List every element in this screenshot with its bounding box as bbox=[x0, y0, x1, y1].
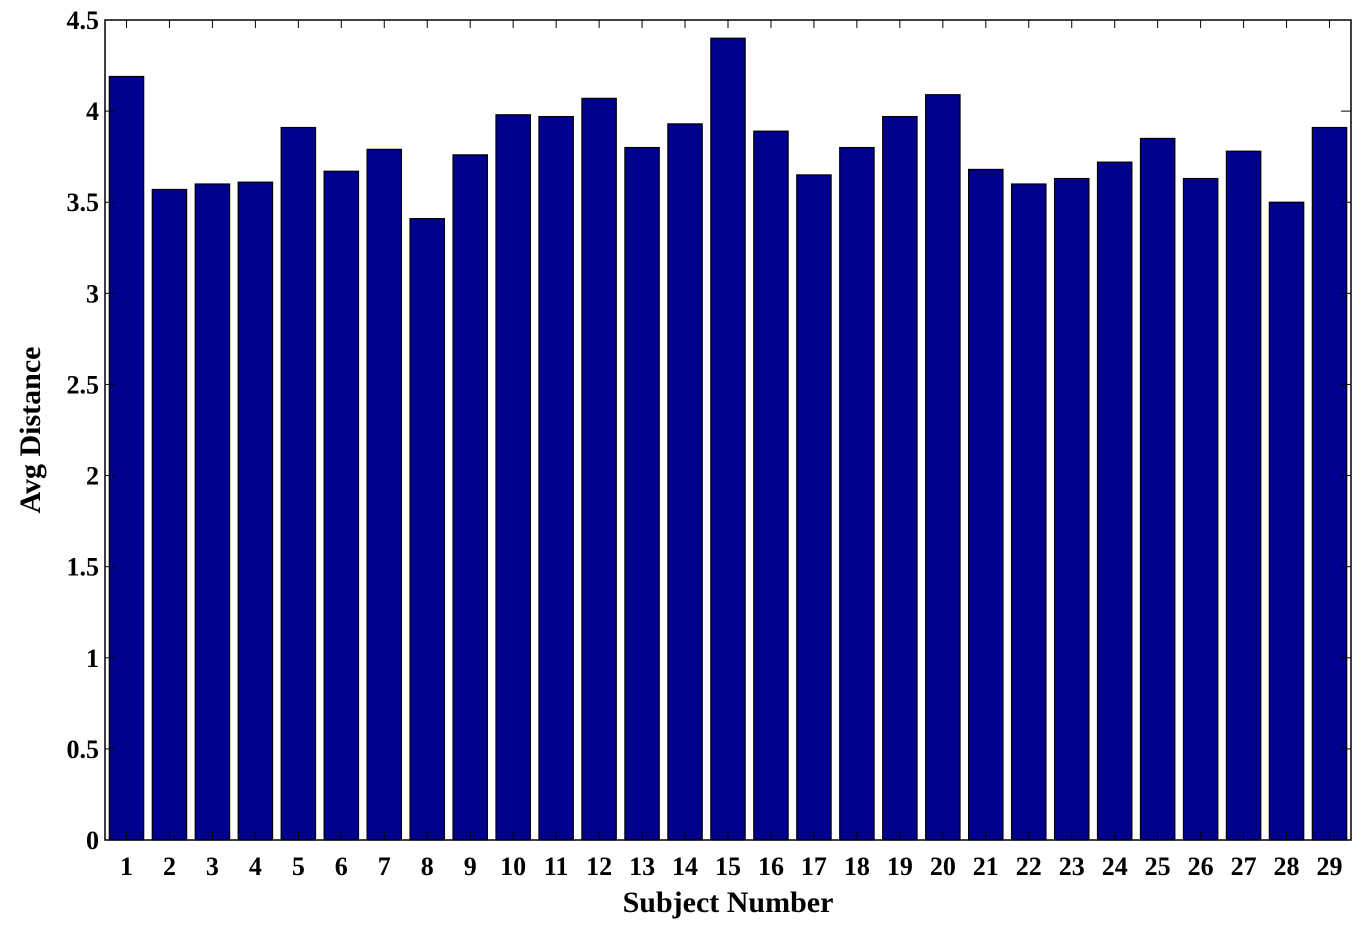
y-tick-label: 1 bbox=[86, 644, 99, 673]
x-tick-label: 7 bbox=[378, 852, 391, 881]
bar-subject-3 bbox=[194, 183, 231, 841]
bar-subject-19 bbox=[882, 115, 918, 841]
bar-subject-27 bbox=[1225, 150, 1262, 841]
x-tick-label: 25 bbox=[1145, 852, 1171, 881]
x-axis-title: Subject Number bbox=[623, 886, 834, 919]
bar-subject-26 bbox=[1182, 177, 1219, 841]
x-tick-label: 27 bbox=[1231, 852, 1257, 881]
bar-subject-24 bbox=[1096, 161, 1133, 841]
bar-subject-8 bbox=[409, 218, 446, 841]
bar-subject-21 bbox=[968, 168, 1004, 841]
y-tick-label: 2.5 bbox=[67, 370, 100, 399]
bar-subject-14 bbox=[667, 123, 703, 841]
x-tick-label: 17 bbox=[801, 852, 827, 881]
y-tick-label: 4.5 bbox=[67, 6, 100, 35]
x-tick-label: 6 bbox=[335, 852, 348, 881]
x-tick-label: 1 bbox=[120, 852, 133, 881]
bar-subject-23 bbox=[1053, 177, 1090, 841]
x-tick-label: 21 bbox=[973, 852, 999, 881]
y-tick-label: 3 bbox=[86, 279, 99, 308]
bar-subject-13 bbox=[624, 146, 660, 841]
y-tick-label: 1.5 bbox=[67, 553, 100, 582]
x-tick-label: 10 bbox=[500, 852, 526, 881]
y-tick-label: 4 bbox=[86, 97, 99, 126]
bar-subject-17 bbox=[796, 174, 832, 841]
x-tick-label: 5 bbox=[292, 852, 305, 881]
x-axis-ticks: 1 2 3 4 5 6 7 8 9 10 11 12 13 14 15 16 17 18 19 20 21 22 23 24 2… bbox=[120, 20, 1343, 881]
x-tick-label: 11 bbox=[544, 852, 569, 881]
x-tick-label: 4 bbox=[249, 852, 262, 881]
y-axis-ticks: 0 0.5 1 1.5 2 2.5 3 3.5 4 4.5 bbox=[67, 6, 1351, 855]
x-tick-label: 14 bbox=[672, 852, 698, 881]
y-tick-label: 2 bbox=[86, 462, 99, 491]
bars-group bbox=[108, 37, 1348, 841]
bar-subject-16 bbox=[753, 130, 789, 841]
x-tick-label: 19 bbox=[887, 852, 913, 881]
bar-subject-29 bbox=[1311, 126, 1348, 841]
x-tick-label: 28 bbox=[1274, 852, 1300, 881]
bar-subject-5 bbox=[280, 126, 317, 841]
bar-subject-12 bbox=[581, 97, 617, 841]
y-tick-label: 0.5 bbox=[67, 735, 100, 764]
bar-subject-25 bbox=[1139, 137, 1176, 841]
bar-subject-1 bbox=[108, 75, 145, 841]
x-tick-label: 23 bbox=[1059, 852, 1085, 881]
x-tick-label: 20 bbox=[930, 852, 956, 881]
plot-area-frame bbox=[104, 19, 1352, 841]
x-tick-label: 9 bbox=[464, 852, 477, 881]
y-tick-label: 3.5 bbox=[67, 188, 100, 217]
bar-subject-20 bbox=[925, 94, 961, 841]
bar-subject-9 bbox=[452, 154, 488, 841]
x-tick-label: 3 bbox=[206, 852, 219, 881]
y-tick-label: 0 bbox=[86, 826, 99, 855]
x-tick-label: 15 bbox=[715, 852, 741, 881]
x-tick-label: 26 bbox=[1188, 852, 1214, 881]
x-tick-label: 13 bbox=[629, 852, 655, 881]
bar-subject-22 bbox=[1010, 183, 1047, 841]
bar-subject-4 bbox=[237, 181, 274, 841]
x-tick-label: 2 bbox=[163, 852, 176, 881]
bar-subject-15 bbox=[710, 37, 746, 841]
x-tick-label: 29 bbox=[1317, 852, 1343, 881]
bar-subject-7 bbox=[366, 148, 403, 841]
bar-subject-2 bbox=[151, 188, 188, 841]
bar-subject-10 bbox=[495, 114, 531, 841]
x-tick-label: 12 bbox=[586, 852, 612, 881]
bar-subject-6 bbox=[323, 170, 360, 841]
x-tick-label: 8 bbox=[421, 852, 434, 881]
x-tick-label: 24 bbox=[1102, 852, 1128, 881]
bar-subject-11 bbox=[538, 115, 574, 841]
bar-subject-18 bbox=[839, 146, 875, 841]
bar-subject-28 bbox=[1268, 201, 1305, 841]
x-tick-label: 18 bbox=[844, 852, 870, 881]
x-tick-label: 16 bbox=[758, 852, 784, 881]
y-axis-title: Avg Distance bbox=[14, 347, 47, 514]
x-tick-label: 22 bbox=[1016, 852, 1042, 881]
